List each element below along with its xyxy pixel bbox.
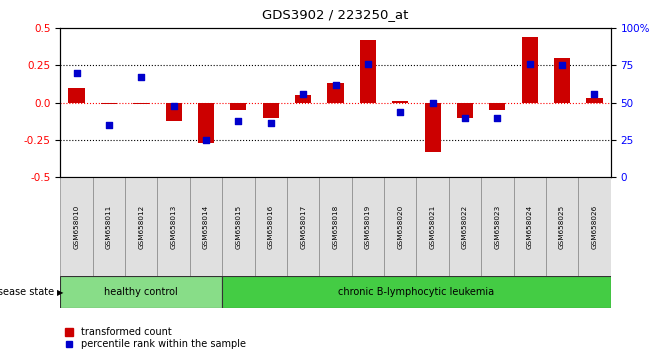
Bar bbox=[101, 103, 117, 104]
Point bbox=[330, 82, 341, 88]
Point bbox=[168, 103, 179, 108]
Text: GSM658022: GSM658022 bbox=[462, 205, 468, 249]
Bar bbox=[198, 103, 214, 143]
Bar bbox=[586, 98, 603, 103]
Bar bbox=[287, 177, 319, 276]
Text: GSM658023: GSM658023 bbox=[495, 205, 501, 249]
Point bbox=[136, 75, 147, 80]
Point bbox=[395, 109, 405, 114]
Point bbox=[557, 63, 568, 68]
Text: chronic B-lymphocytic leukemia: chronic B-lymphocytic leukemia bbox=[338, 287, 495, 297]
Bar bbox=[60, 276, 222, 308]
Bar bbox=[546, 177, 578, 276]
Bar bbox=[319, 177, 352, 276]
Point bbox=[362, 61, 373, 67]
Point bbox=[71, 70, 82, 76]
Bar bbox=[93, 177, 125, 276]
Text: GSM658016: GSM658016 bbox=[268, 205, 274, 249]
Bar bbox=[417, 177, 449, 276]
Bar bbox=[360, 40, 376, 103]
Bar bbox=[352, 177, 384, 276]
Point bbox=[103, 122, 114, 128]
Text: GSM658024: GSM658024 bbox=[527, 205, 533, 249]
Bar bbox=[295, 95, 311, 103]
Bar bbox=[327, 83, 344, 103]
Point bbox=[589, 91, 600, 97]
Text: GSM658026: GSM658026 bbox=[591, 205, 597, 249]
Text: GSM658015: GSM658015 bbox=[236, 205, 242, 249]
Text: GSM658021: GSM658021 bbox=[429, 205, 435, 249]
Bar bbox=[230, 103, 246, 110]
Bar bbox=[392, 101, 409, 103]
Bar bbox=[222, 276, 611, 308]
Bar bbox=[222, 177, 254, 276]
Bar bbox=[513, 177, 546, 276]
Text: GSM658018: GSM658018 bbox=[333, 205, 338, 249]
Bar bbox=[489, 103, 505, 110]
Bar bbox=[262, 103, 279, 118]
Text: GSM658013: GSM658013 bbox=[170, 205, 176, 249]
Bar bbox=[68, 88, 85, 103]
Text: GSM658019: GSM658019 bbox=[365, 205, 371, 249]
Text: GSM658014: GSM658014 bbox=[203, 205, 209, 249]
Text: GSM658012: GSM658012 bbox=[138, 205, 144, 249]
Text: GSM658011: GSM658011 bbox=[106, 205, 112, 249]
Bar bbox=[254, 177, 287, 276]
Bar bbox=[521, 37, 537, 103]
Point bbox=[460, 115, 470, 120]
Point bbox=[524, 61, 535, 67]
Bar bbox=[166, 103, 182, 120]
Point bbox=[492, 115, 503, 120]
Text: ▶: ▶ bbox=[57, 287, 64, 297]
Bar bbox=[134, 103, 150, 104]
Point bbox=[298, 91, 309, 97]
Point bbox=[427, 100, 438, 105]
Bar bbox=[554, 58, 570, 103]
Text: GDS3902 / 223250_at: GDS3902 / 223250_at bbox=[262, 8, 409, 21]
Bar bbox=[425, 103, 441, 152]
Bar bbox=[481, 177, 513, 276]
Bar bbox=[60, 177, 93, 276]
Text: GSM658025: GSM658025 bbox=[559, 205, 565, 249]
Bar bbox=[190, 177, 222, 276]
Text: GSM658020: GSM658020 bbox=[397, 205, 403, 249]
Text: disease state: disease state bbox=[0, 287, 54, 297]
Bar bbox=[384, 177, 417, 276]
Bar bbox=[449, 177, 481, 276]
Point bbox=[233, 118, 244, 123]
Bar bbox=[457, 103, 473, 118]
Bar bbox=[125, 177, 158, 276]
Point bbox=[201, 137, 211, 143]
Text: healthy control: healthy control bbox=[105, 287, 178, 297]
Legend: transformed count, percentile rank within the sample: transformed count, percentile rank withi… bbox=[65, 327, 246, 349]
Bar bbox=[158, 177, 190, 276]
Text: GSM658017: GSM658017 bbox=[300, 205, 306, 249]
Text: GSM658010: GSM658010 bbox=[74, 205, 80, 249]
Point bbox=[266, 121, 276, 126]
Bar bbox=[578, 177, 611, 276]
